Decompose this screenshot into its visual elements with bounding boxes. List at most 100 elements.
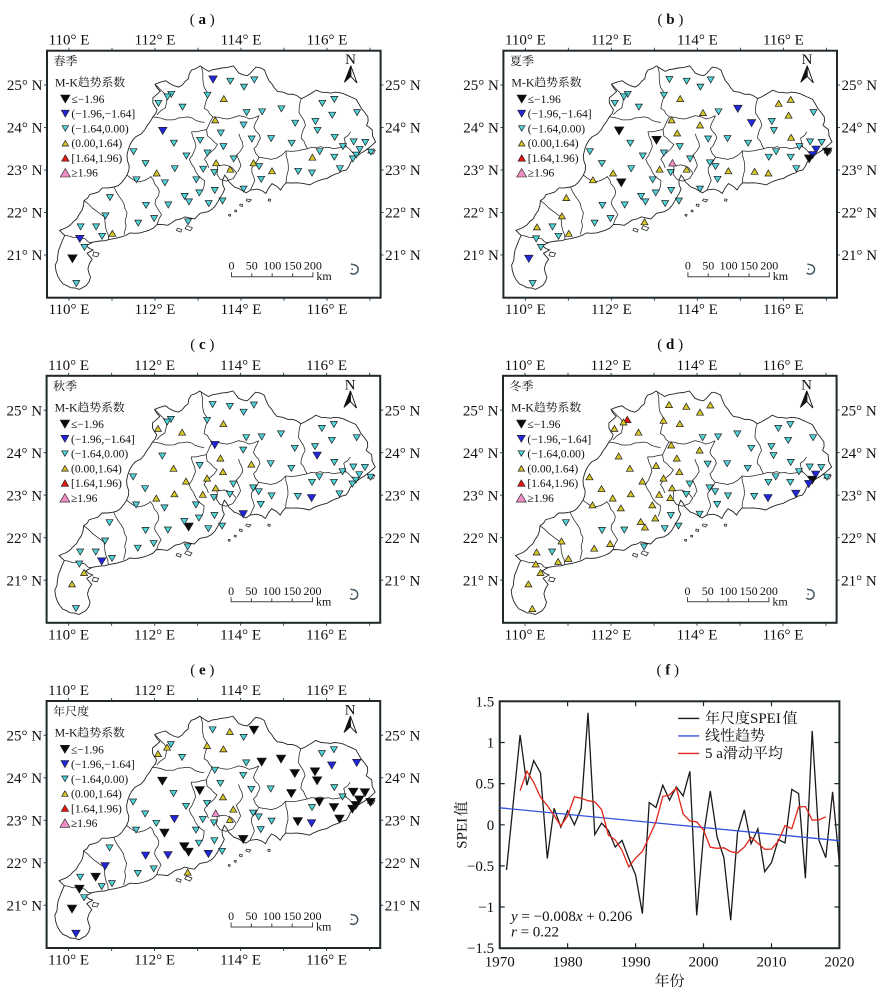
svg-text:1: 1 bbox=[487, 736, 495, 752]
svg-text:[1.64,1.96): [1.64,1.96) bbox=[71, 153, 122, 165]
svg-text:116° E: 116° E bbox=[306, 627, 347, 643]
svg-text:114° E: 114° E bbox=[677, 33, 718, 49]
svg-text:[1.64,1.96): [1.64,1.96) bbox=[71, 478, 122, 490]
svg-text:[1.64,1.96): [1.64,1.96) bbox=[71, 803, 122, 815]
svg-text:22° N: 22° N bbox=[842, 206, 878, 222]
svg-text:[1.64,1.96): [1.64,1.96) bbox=[527, 478, 578, 490]
svg-text:21° N: 21° N bbox=[385, 899, 421, 915]
svg-text:200: 200 bbox=[304, 584, 322, 598]
svg-text:( c ): ( c ) bbox=[190, 337, 214, 353]
svg-text:1970: 1970 bbox=[485, 955, 515, 971]
svg-text:≥1.96: ≥1.96 bbox=[71, 168, 98, 180]
svg-text:0: 0 bbox=[229, 259, 235, 273]
svg-text:112° E: 112° E bbox=[134, 627, 175, 643]
svg-text:110° E: 110° E bbox=[48, 358, 89, 374]
svg-text:200: 200 bbox=[760, 259, 778, 273]
svg-text:0: 0 bbox=[685, 259, 691, 273]
svg-text:22° N: 22° N bbox=[463, 206, 499, 222]
svg-text:21° N: 21° N bbox=[7, 899, 43, 915]
svg-text:100: 100 bbox=[719, 584, 737, 598]
svg-text:( a ): ( a ) bbox=[190, 12, 215, 28]
svg-text:114° E: 114° E bbox=[220, 627, 261, 643]
svg-text:114° E: 114° E bbox=[677, 627, 718, 643]
svg-text:110° E: 110° E bbox=[505, 302, 546, 318]
svg-text:SPEI: SPEI bbox=[750, 711, 781, 727]
svg-text:24° N: 24° N bbox=[463, 446, 499, 462]
svg-text:25° N: 25° N bbox=[463, 78, 499, 94]
svg-text:km: km bbox=[773, 269, 789, 283]
svg-text:25° N: 25° N bbox=[842, 78, 878, 94]
svg-text:1.5: 1.5 bbox=[475, 694, 494, 710]
svg-text:0.5: 0.5 bbox=[475, 777, 494, 793]
svg-text:(−1.96,−1.64]: (−1.96,−1.64] bbox=[528, 109, 592, 121]
svg-text:110° E: 110° E bbox=[49, 302, 90, 318]
svg-text:−0.5: −0.5 bbox=[467, 859, 494, 875]
svg-text:21° N: 21° N bbox=[385, 248, 421, 264]
svg-text:24° N: 24° N bbox=[385, 771, 421, 787]
svg-text:(−1.64,0.00): (−1.64,0.00) bbox=[527, 449, 584, 461]
svg-text:−1: −1 bbox=[478, 900, 494, 916]
svg-text:−1.5: −1.5 bbox=[467, 941, 494, 957]
svg-text:22° N: 22° N bbox=[7, 531, 43, 547]
svg-text:25° N: 25° N bbox=[463, 403, 499, 419]
svg-text:21° N: 21° N bbox=[7, 248, 43, 264]
svg-text:(0.00,1.64): (0.00,1.64) bbox=[71, 138, 122, 150]
svg-text:150: 150 bbox=[740, 584, 758, 598]
svg-text:23° N: 23° N bbox=[463, 488, 499, 504]
svg-text:N: N bbox=[345, 703, 356, 719]
svg-text:25° N: 25° N bbox=[7, 78, 43, 94]
svg-text:0: 0 bbox=[228, 584, 234, 598]
svg-text:25° N: 25° N bbox=[385, 78, 421, 94]
svg-text:N: N bbox=[345, 377, 356, 393]
svg-text:2010: 2010 bbox=[757, 955, 787, 971]
svg-text:23° N: 23° N bbox=[385, 163, 421, 179]
svg-text:110° E: 110° E bbox=[505, 627, 546, 643]
svg-text:112° E: 112° E bbox=[591, 302, 632, 318]
svg-text:≥1.96: ≥1.96 bbox=[71, 818, 98, 830]
svg-text:100: 100 bbox=[720, 259, 738, 273]
svg-text:116° E: 116° E bbox=[306, 683, 347, 699]
svg-text:24° N: 24° N bbox=[7, 121, 43, 137]
svg-text:25° N: 25° N bbox=[7, 729, 43, 745]
svg-text:150: 150 bbox=[740, 259, 758, 273]
svg-text:≥1.96: ≥1.96 bbox=[71, 493, 98, 505]
svg-text:25° N: 25° N bbox=[7, 403, 43, 419]
svg-text:116° E: 116° E bbox=[307, 302, 348, 318]
svg-text:114° E: 114° E bbox=[221, 33, 262, 49]
svg-text:(−1.96,−1.64]: (−1.96,−1.64] bbox=[71, 759, 135, 771]
svg-text:(−1.96,−1.64]: (−1.96,−1.64] bbox=[527, 434, 591, 446]
svg-text:112° E: 112° E bbox=[135, 302, 176, 318]
svg-text:N: N bbox=[801, 377, 812, 393]
svg-text:50: 50 bbox=[702, 259, 714, 273]
svg-text:21° N: 21° N bbox=[463, 248, 499, 264]
svg-text:116° E: 116° E bbox=[763, 33, 804, 49]
svg-text:24° N: 24° N bbox=[841, 446, 877, 462]
svg-text:( b ): ( b ) bbox=[657, 12, 683, 28]
svg-text:km: km bbox=[772, 594, 788, 608]
svg-text:(−1.96,−1.64]: (−1.96,−1.64] bbox=[71, 109, 135, 121]
svg-text:≤−1.96: ≤−1.96 bbox=[528, 94, 561, 106]
svg-text:22° N: 22° N bbox=[7, 206, 43, 222]
svg-text:[1.64,1.96): [1.64,1.96) bbox=[528, 153, 579, 165]
svg-text:km: km bbox=[316, 269, 332, 283]
svg-text:5 a: 5 a bbox=[705, 746, 723, 762]
svg-text:112° E: 112° E bbox=[591, 33, 632, 49]
svg-text:24° N: 24° N bbox=[385, 446, 421, 462]
svg-text:110° E: 110° E bbox=[505, 33, 546, 49]
svg-text:112° E: 112° E bbox=[134, 358, 175, 374]
svg-text:24° N: 24° N bbox=[385, 121, 421, 137]
svg-text:22° N: 22° N bbox=[841, 531, 877, 547]
svg-text:24° N: 24° N bbox=[842, 121, 878, 137]
svg-text:2000: 2000 bbox=[689, 955, 719, 971]
svg-text:116° E: 116° E bbox=[763, 627, 804, 643]
svg-text:22° N: 22° N bbox=[7, 856, 43, 872]
svg-text:112° E: 112° E bbox=[591, 358, 632, 374]
svg-text:23° N: 23° N bbox=[7, 488, 43, 504]
svg-text:21° N: 21° N bbox=[7, 573, 43, 589]
svg-text:2020: 2020 bbox=[824, 955, 854, 971]
svg-text:(−1.64,0.00): (−1.64,0.00) bbox=[71, 124, 128, 136]
svg-text:22° N: 22° N bbox=[463, 531, 499, 547]
svg-text:21° N: 21° N bbox=[841, 573, 877, 589]
svg-text:200: 200 bbox=[304, 259, 322, 273]
svg-text:116° E: 116° E bbox=[763, 302, 804, 318]
